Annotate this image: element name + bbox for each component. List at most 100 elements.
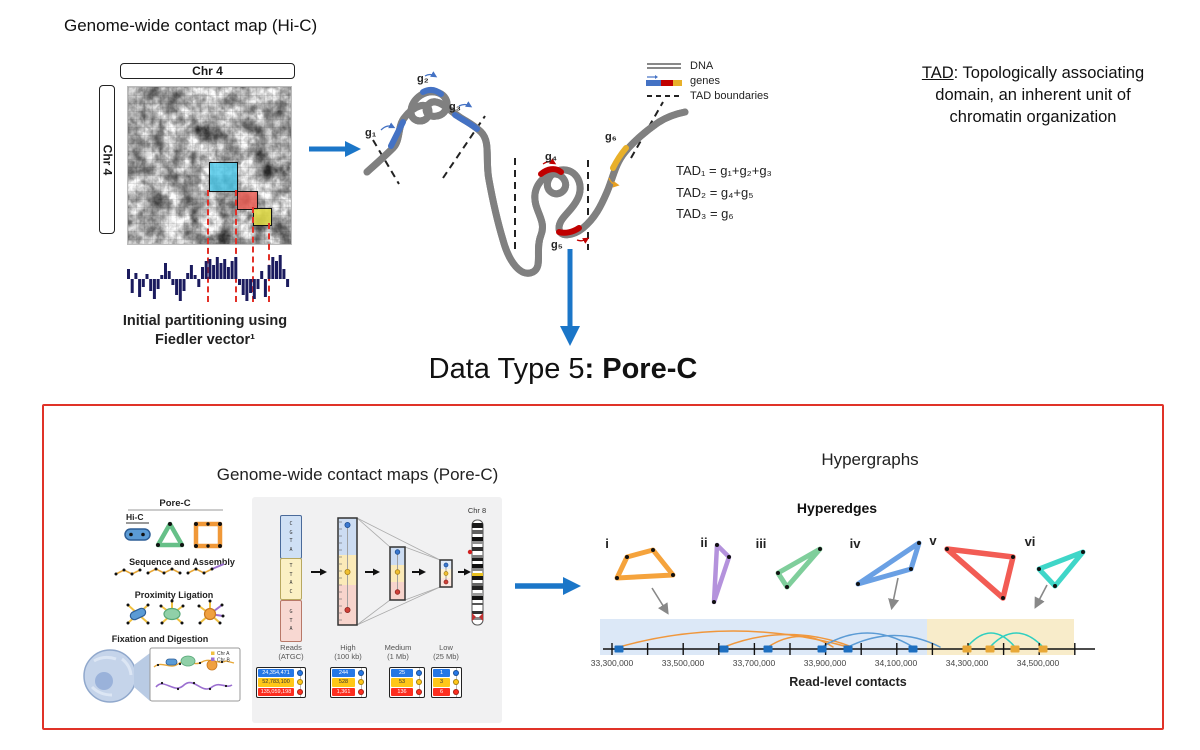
col-low-unit: (25 Mb)	[433, 652, 459, 661]
assembly-strands	[114, 563, 225, 576]
gene-label-g5: g₅	[551, 239, 563, 251]
legend-tad-label: TAD boundaries	[690, 89, 769, 102]
red-dashed-line-2	[235, 190, 237, 302]
col-high-unit: (100 kb)	[334, 652, 362, 661]
zoom-cone	[134, 653, 150, 701]
tad-formula-1: TAD₁ = g₁+g₂+g₃	[676, 163, 772, 178]
col-reads-unit: (ATGC)	[278, 652, 304, 661]
chr4-left-bar: Chr 4	[99, 85, 115, 234]
hyperedge-shapes	[614, 540, 1086, 615]
blue-dot-icon	[295, 667, 304, 679]
chr4-top-bar: Chr 4	[120, 63, 295, 79]
tad1-matrix-block	[209, 162, 238, 192]
col-medium-unit: (1 Mb)	[387, 652, 409, 661]
tad-formulas: TAD₁ = g₁+g₂+g₃ TAD₂ = g₄+g₅ TAD₃ = g₆	[676, 160, 772, 225]
col-reads-label: Reads	[280, 643, 302, 652]
chr4-top-label: Chr 4	[192, 64, 223, 78]
chr-b-label: Chr B	[217, 658, 230, 664]
hyperedge-vi	[1036, 549, 1086, 589]
chr-a-swatch	[211, 651, 215, 655]
hic-label: Hi-C	[126, 512, 143, 522]
arrow-right-icon	[515, 577, 581, 595]
table-cell: 6	[433, 687, 450, 696]
fixation-digestion-label: Fixation and Digestion	[112, 634, 209, 644]
red-dot-icon	[414, 686, 423, 698]
cell-icon	[83, 649, 137, 703]
fan-lines	[356, 517, 441, 626]
hic-section-title: Genome-wide contact map (Hi-C)	[64, 16, 318, 35]
tick-label: 33,300,000	[590, 658, 634, 668]
tick-label: 34,500,000	[1016, 658, 1060, 668]
tick-label: 33,900,000	[803, 658, 847, 668]
red-dashed-line-4	[268, 223, 270, 302]
red-dot-icon	[451, 686, 460, 698]
hyperedge-iii	[775, 546, 823, 590]
gene-label-g1: g₁	[365, 127, 377, 139]
medium-count-table: 25 53 136	[389, 667, 425, 698]
read-contact-track	[600, 619, 1095, 655]
read-sequence-box-2: T T A C	[280, 558, 302, 600]
tick-label: 34,300,000	[945, 658, 989, 668]
tad-formula-3: TAD₃ = g₆	[676, 206, 734, 221]
porec-label: Pore-C	[159, 498, 190, 509]
table-cell: 3	[433, 678, 450, 687]
table-cell: 24,354,471	[258, 669, 294, 678]
porec-protocol-diagram: Pore-C Hi-C Sequence and Assembly	[83, 498, 241, 703]
red-dashed-line-3	[252, 207, 254, 302]
fiedler-vector-chart	[127, 255, 290, 301]
fiedler-caption-line2: Fiedler vector¹	[155, 332, 255, 348]
tad-def-line1: : Topologically associating	[953, 64, 1145, 82]
orange-fragment-markers	[962, 645, 1048, 653]
table-cell: 1	[433, 669, 450, 678]
yellow-dot-icon	[414, 677, 423, 689]
dna-tad-diagram: g₁ g₂ g₃ g₄ g₅ g₆	[363, 71, 689, 320]
proximity-ligation-label: Proximity Ligation	[135, 590, 214, 600]
fiedler-caption-line1: Initial partitioning using	[122, 313, 288, 329]
table-cell: 244	[332, 669, 355, 678]
hyperedge-label-v: v	[929, 533, 937, 548]
tad2-matrix-block	[237, 191, 258, 210]
mapping-arrows	[651, 577, 1048, 615]
ligation-complexes	[126, 599, 225, 625]
porec-panel-title: Genome-wide contact maps (Pore-C)	[216, 465, 499, 484]
hypergraphs-title: Hypergraphs	[821, 450, 919, 469]
table-cell: 25	[391, 669, 413, 678]
porec-square-contact-icon	[193, 521, 223, 549]
legend-dna-label: DNA	[690, 59, 714, 72]
genes-legend-icon	[646, 74, 682, 86]
table-cell: 135,059,198	[258, 687, 294, 696]
read-sequence-box-1: C G T A	[280, 515, 302, 559]
heading-normal: Data Type 5	[428, 353, 585, 385]
gene-label-g3: g₃	[449, 101, 461, 113]
pipeline-arrows	[311, 568, 471, 576]
chromatin-zoom-box: Chr A Chr B	[149, 647, 241, 702]
red-dot-icon	[295, 686, 304, 698]
high-res-column	[337, 517, 358, 626]
tick-label: 33,500,000	[661, 658, 705, 668]
tick-label: 33,700,000	[732, 658, 776, 668]
low-res-column	[439, 559, 453, 588]
hyperedge-label-i: i	[605, 536, 609, 551]
table-cell: 1,361	[332, 687, 355, 696]
chr8-ideogram	[467, 519, 484, 626]
col-medium-label: Medium	[385, 643, 412, 652]
yellow-dot-icon	[356, 677, 365, 689]
reads-count-table: 24,354,471 52,783,100 135,059,198	[256, 667, 306, 698]
tad-formula-2: TAD₂ = g₄+g₅	[676, 184, 754, 200]
hyperedge-label-vi: vi	[1024, 534, 1036, 549]
porec-highlight-box	[42, 404, 1164, 730]
col-low-label: Low	[439, 643, 453, 652]
tick-label: 34,100,000	[874, 658, 918, 668]
hic-contact-matrix	[127, 86, 292, 245]
blue-fragment-markers	[614, 645, 918, 653]
tad-boundaries-legend-icon	[647, 94, 681, 97]
chr-b-swatch	[211, 657, 215, 661]
arrow-down-icon	[560, 249, 580, 346]
tad-def-line3: chromatin organization	[949, 108, 1117, 126]
gene-direction-arrows	[380, 71, 620, 244]
yellow-dot-icon	[295, 677, 304, 689]
tad-boundary-lines	[372, 101, 664, 252]
blue-dot-icon	[414, 667, 423, 679]
gene-label-g4: g₄	[545, 151, 557, 163]
